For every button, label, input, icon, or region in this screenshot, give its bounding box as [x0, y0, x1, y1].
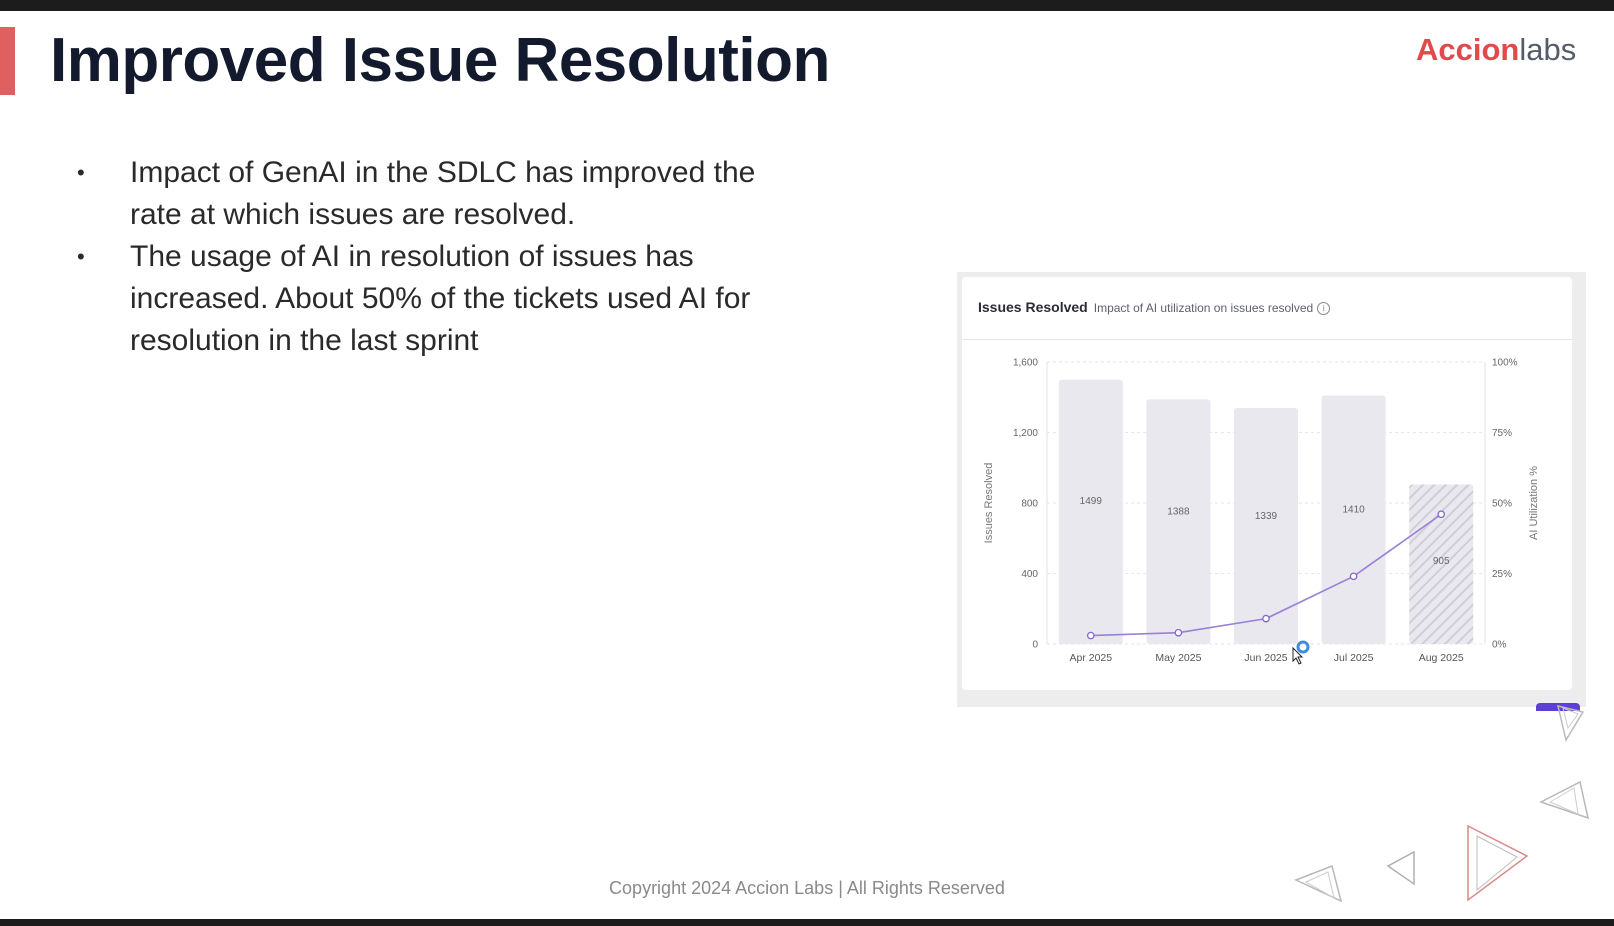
y-tick-label: 400 [1021, 569, 1038, 580]
bar [1146, 399, 1211, 644]
slide-title: Improved Issue Resolution [50, 26, 830, 95]
y-tick-label: 1,600 [1013, 358, 1038, 369]
chart-subtitle: Impact of AI utilization on issues resol… [1093, 301, 1314, 315]
bar-data-label: 905 [1433, 556, 1450, 567]
y-axis-label: Issues Resolved [983, 463, 995, 544]
logo-part-accion: Accion [1416, 32, 1520, 67]
copyright-footer: Copyright 2024 Accion Labs | All Rights … [609, 878, 1005, 898]
y2-axis-label: AI Utilization % [1528, 466, 1540, 540]
bullet-dot: • [77, 244, 85, 269]
x-tick-label: Jun 2025 [1244, 652, 1287, 664]
y2-tick-label: 75% [1492, 428, 1512, 439]
bar-data-label: 1388 [1167, 506, 1190, 517]
navigation-tab[interactable] [1536, 703, 1580, 711]
issues-resolved-chart: 0 400 800 1,200 1,600 0% 25% 50% 75% 100% Issues R… [983, 358, 1540, 665]
x-tick-label: May 2025 [1155, 652, 1201, 664]
y-tick-label: 800 [1021, 499, 1038, 510]
bullet-list: • Impact of GenAI in the SDLC has improve… [72, 152, 792, 362]
y2-tick-label: 100% [1492, 358, 1518, 369]
chart-card: Issues Resolved Impact of AI utilization … [962, 277, 1572, 690]
line-point [1262, 614, 1270, 623]
window-top-bar [0, 0, 1614, 11]
line-point [1349, 572, 1358, 581]
bullet-item: • The usage of AI in resolution of issues… [72, 236, 792, 362]
bullet-item: • Impact of GenAI in the SDLC has improve… [72, 152, 792, 236]
y-tick-label: 1,200 [1013, 428, 1038, 439]
x-tick-label: Jul 2025 [1334, 652, 1374, 664]
bar [1234, 408, 1298, 644]
triangle-decoration [1556, 704, 1585, 742]
bullet-text: The usage of AI in resolution of issues … [130, 240, 751, 357]
y2-tick-label: 0% [1492, 640, 1507, 651]
line-point [1437, 510, 1446, 519]
window-bottom-bar [0, 919, 1614, 926]
bar [1058, 379, 1123, 644]
mouse-cursor-icon [1292, 640, 1310, 665]
y-tick-label: 0 [1032, 640, 1038, 651]
y2-tick-label: 25% [1492, 569, 1512, 580]
chart-header: Issues Resolved Impact of AI utilization … [978, 299, 1331, 317]
bullet-dot: • [77, 160, 85, 185]
triangle-decoration [1539, 780, 1590, 820]
chart-title: Issues Resolved [978, 299, 1088, 315]
y2-tick-label: 50% [1492, 499, 1512, 510]
chart-header-divider [962, 339, 1572, 340]
accionlabs-logo: Accionlabs [1416, 30, 1581, 70]
title-accent-bar [0, 27, 15, 95]
bar-data-label: 1339 [1255, 511, 1278, 522]
bar [1409, 484, 1474, 644]
info-icon[interactable]: i [1317, 302, 1331, 315]
triangle-decoration [1562, 707, 1579, 730]
bullet-text: Impact of GenAI in the SDLC has improved… [130, 156, 756, 231]
bar-data-label: 1499 [1080, 496, 1103, 507]
x-tick-label: Aug 2025 [1419, 652, 1464, 664]
x-tick-label: Apr 2025 [1069, 652, 1112, 664]
bar [1321, 395, 1386, 644]
line-point [1174, 628, 1183, 637]
line-point [1086, 631, 1095, 640]
bar-data-label: 1410 [1342, 504, 1365, 515]
triangle-decoration [1548, 787, 1579, 815]
logo-part-labs: labs [1519, 32, 1577, 67]
chart-screenshot-panel: Issues Resolved Impact of AI utilization … [957, 272, 1586, 707]
